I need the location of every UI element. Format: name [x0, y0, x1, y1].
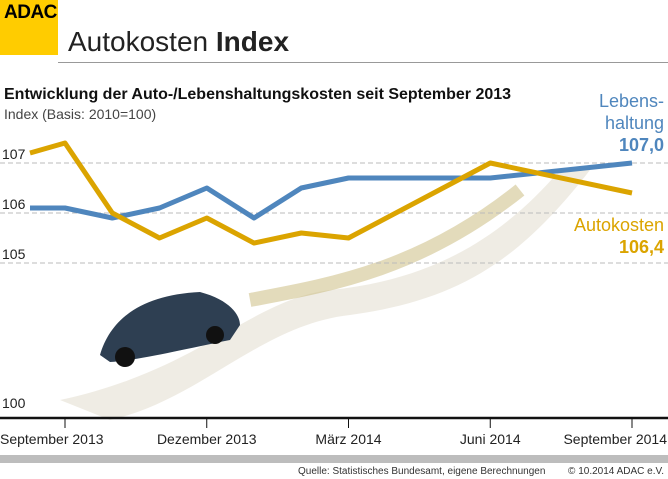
decorative-road-car: [60, 170, 590, 420]
y-tick-label: 100: [2, 395, 26, 411]
chart-subtitle: Entwicklung der Auto-/Lebenshaltungskost…: [4, 86, 512, 103]
legend-autokosten: Autokosten 106,4: [573, 215, 664, 257]
divider: [58, 62, 668, 63]
x-tick-label: Dezember 2013: [157, 431, 257, 447]
y-axis-label: Index (Basis: 2010=100): [4, 106, 157, 122]
x-tick-label: September 2014: [563, 431, 667, 447]
footer-bar: [0, 455, 668, 463]
series-line-autokosten: [29, 140, 633, 246]
y-tick-label: 107: [2, 146, 26, 162]
x-tick-label: März 2014: [315, 431, 381, 447]
y-tick-label: 106: [2, 196, 26, 212]
adac-logo: ADAC: [0, 0, 58, 55]
source-note: Quelle: Statistisches Bundesamt, eigene …: [298, 466, 546, 477]
x-tick-label: Juni 2014: [460, 431, 521, 447]
copyright: © 10.2014 ADAC e.V.: [568, 466, 664, 477]
y-tick-label: 105: [2, 246, 26, 262]
page-title: Autokosten Index: [68, 26, 290, 57]
series-line-lebenshaltung: [30, 160, 633, 221]
legend-lebenshaltung: Lebens- haltung 107,0: [598, 91, 664, 155]
x-tick-label: September 2013: [0, 431, 104, 447]
